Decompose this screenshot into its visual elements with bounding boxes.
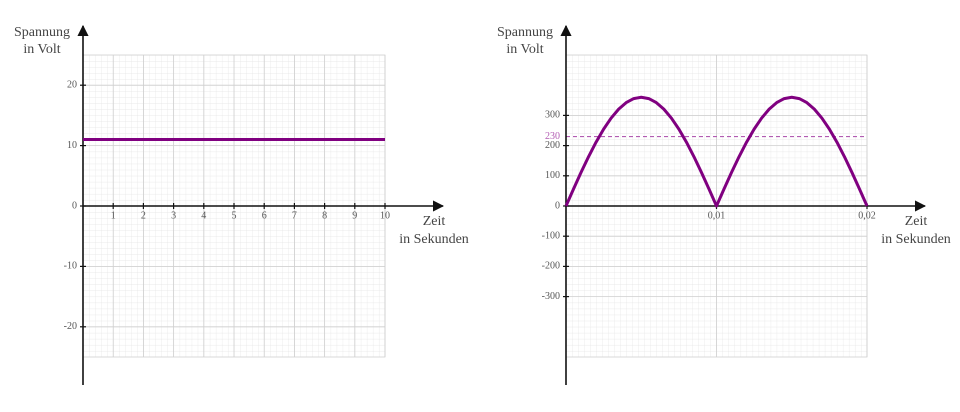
x-tick-label: 4 <box>201 210 206 221</box>
x-axis-label: in Sekunden <box>399 232 469 247</box>
x-axis-label: Zeit <box>905 214 928 229</box>
y-axis-label: in Volt <box>506 42 543 57</box>
y-axis-label: Spannung <box>14 25 70 40</box>
y-tick-label: -300 <box>542 291 560 302</box>
y-tick-label: 20 <box>67 79 77 90</box>
x-tick-label: 7 <box>292 210 297 221</box>
x-tick-label: 3 <box>171 210 176 221</box>
x-tick-label: 9 <box>352 210 357 221</box>
reference-label: 230 <box>545 131 560 142</box>
x-axis-label: in Sekunden <box>881 232 951 247</box>
y-tick-label: 0 <box>555 200 560 211</box>
chart: 20 10 0 -10 -20 1 2 3 4 5 6 7 8 9 10 Spannung in Volt Zei… <box>14 24 469 385</box>
x-tick-label: 1 <box>111 210 116 221</box>
y-tick-label: 0 <box>72 200 77 211</box>
y-axis-label: in Volt <box>23 42 60 57</box>
x-tick-label: 10 <box>380 210 390 221</box>
y-tick-label: 200 <box>545 140 560 151</box>
y-tick-label: 100 <box>545 170 560 181</box>
x-tick-label: 8 <box>322 210 327 221</box>
chart: 230 300 200 100 0 -100 -200 -300 0,01 0,02 Spannun… <box>497 24 951 385</box>
series-line <box>564 95 869 208</box>
x-tick-label: 5 <box>232 210 237 221</box>
x-tick-label: 0,01 <box>708 210 726 221</box>
x-tick-label: 0,02 <box>858 210 876 221</box>
y-tick-label: -20 <box>64 321 77 332</box>
x-axis-label: Zeit <box>423 214 446 229</box>
x-tick-label: 6 <box>262 210 267 221</box>
y-tick-label: 300 <box>545 110 560 121</box>
y-tick-label: -10 <box>64 261 77 272</box>
y-tick-label: -100 <box>542 230 560 241</box>
y-tick-label: -200 <box>542 261 560 272</box>
y-axis-label: Spannung <box>497 25 553 40</box>
y-tick-label: 10 <box>67 140 77 151</box>
x-tick-label: 2 <box>141 210 146 221</box>
